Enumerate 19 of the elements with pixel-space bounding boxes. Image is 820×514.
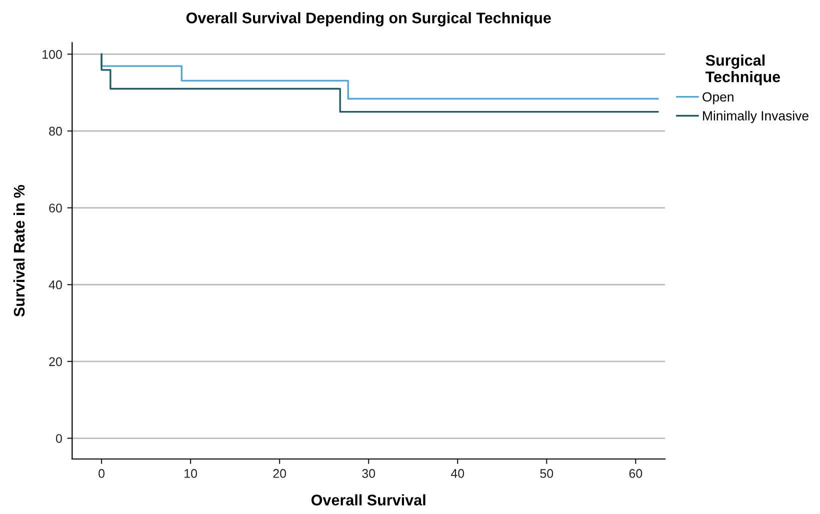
y-tick-label: 100 xyxy=(42,50,62,59)
chart-title: Overall Survival Depending on Surgical Technique xyxy=(186,12,551,26)
x-tick-label: 0 xyxy=(98,469,105,478)
legend-label: Open xyxy=(702,92,734,104)
y-tick-label: 80 xyxy=(49,126,62,136)
y-axis-title: Survival Rate in % xyxy=(13,185,25,317)
y-tick-label: 0 xyxy=(56,434,62,443)
legend-label: Minimally Invasive xyxy=(703,110,808,124)
x-tick-label: 60 xyxy=(629,469,642,478)
x-tick-label: 30 xyxy=(362,469,376,478)
y-tick-label: 20 xyxy=(49,357,62,366)
x-tick-label: 20 xyxy=(273,469,286,478)
legend-title: Surgical Technique xyxy=(705,54,780,86)
x-tick-label: 10 xyxy=(184,469,198,478)
y-tick-label: 40 xyxy=(48,280,62,290)
x-tick-label: 40 xyxy=(450,469,464,478)
x-axis-title: Overall Survival xyxy=(311,494,426,506)
y-tick-label: 60 xyxy=(49,204,62,212)
x-tick-label: 50 xyxy=(540,469,554,478)
